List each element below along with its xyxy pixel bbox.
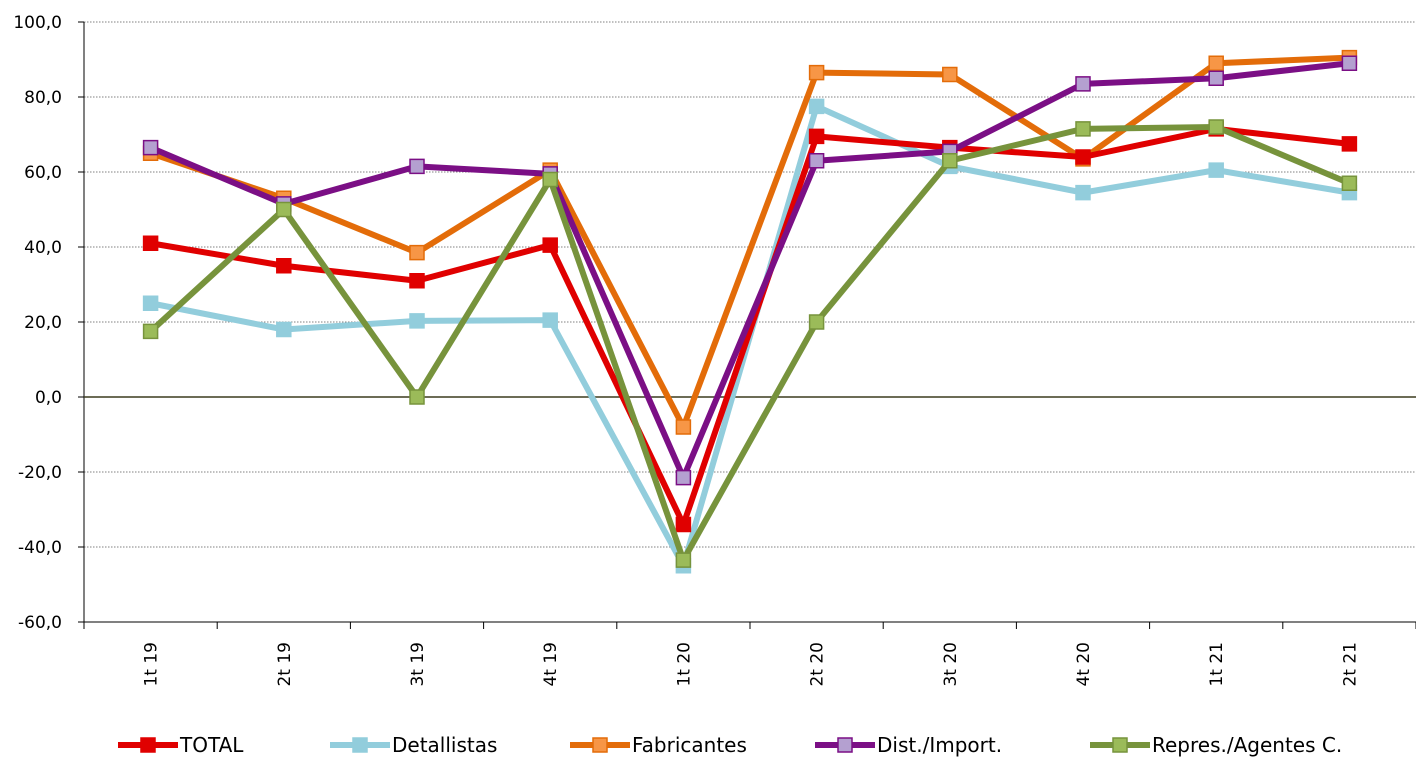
data-point <box>276 321 292 338</box>
legend-item: Detallistas <box>330 733 497 757</box>
data-point <box>542 171 558 188</box>
data-point <box>808 128 825 145</box>
x-tick-label: 4t 19 <box>541 642 561 687</box>
series-line <box>148 124 1351 564</box>
legend-marker <box>140 737 156 753</box>
data-point <box>1075 149 1091 165</box>
data-point <box>942 153 958 169</box>
data-point <box>1208 70 1224 86</box>
data-point <box>409 244 425 261</box>
y-tick-label: 60,0 <box>24 163 62 183</box>
data-point <box>942 66 958 83</box>
data-point <box>675 469 692 486</box>
data-point <box>1341 55 1358 71</box>
data-point <box>1341 136 1358 152</box>
data-point <box>1208 55 1224 71</box>
y-tick-label: 0,0 <box>35 388 62 408</box>
series-line <box>149 60 1350 481</box>
legend-label: Fabricantes <box>632 733 747 757</box>
y-tick-label: 20,0 <box>24 313 62 333</box>
legend-label: Repres./Agentes C. <box>1152 733 1342 757</box>
data-point <box>409 313 425 329</box>
legend-marker <box>837 737 853 753</box>
legend-item: Dist./Import. <box>815 733 1002 757</box>
data-point <box>1341 175 1358 191</box>
data-point <box>542 237 558 253</box>
data-point <box>1208 162 1224 178</box>
legend-item: Repres./Agentes C. <box>1090 733 1342 757</box>
data-point <box>542 312 558 328</box>
y-tick-label: 40,0 <box>24 238 62 258</box>
data-point <box>1075 76 1091 92</box>
data-point <box>409 273 425 289</box>
y-tick-label: 80,0 <box>24 88 62 108</box>
data-point <box>142 139 159 156</box>
y-tick-label: -40,0 <box>18 538 62 558</box>
y-tick-label: -60,0 <box>18 613 62 633</box>
x-tick-label: 2t 19 <box>275 642 295 687</box>
data-point <box>409 389 425 405</box>
x-tick-label: 1t 19 <box>142 642 162 687</box>
data-point <box>808 64 825 81</box>
legend-item: TOTAL <box>118 733 244 757</box>
legend-item: Fabricantes <box>570 733 747 757</box>
data-point <box>142 323 159 340</box>
data-point <box>276 258 292 274</box>
series-line <box>149 54 1350 430</box>
data-point <box>1075 184 1091 201</box>
series-dist-import <box>142 55 1358 486</box>
data-point <box>808 98 825 115</box>
data-point <box>808 153 825 169</box>
legend-label: TOTAL <box>179 733 244 757</box>
series-line <box>150 125 1350 528</box>
legend-marker <box>352 737 368 753</box>
series-repres-agentes-c <box>142 119 1358 568</box>
data-point <box>142 295 159 311</box>
x-tick-label: 3t 20 <box>941 642 961 687</box>
y-tick-label: -20,0 <box>18 463 62 483</box>
legend-marker <box>592 737 608 753</box>
series-fabricantes <box>142 49 1358 435</box>
x-tick-label: 2t 21 <box>1340 642 1360 687</box>
data-point <box>1208 119 1224 135</box>
data-point <box>675 516 692 533</box>
data-point <box>276 201 292 218</box>
data-point <box>1075 121 1091 137</box>
x-tick-label: 1t 21 <box>1207 642 1227 687</box>
data-point <box>409 158 425 175</box>
data-point <box>675 552 692 568</box>
gridlines <box>84 21 1416 548</box>
data-point <box>142 235 159 251</box>
x-tick-label: 1t 20 <box>674 642 694 687</box>
x-tick-label: 4t 20 <box>1074 642 1094 687</box>
legend-marker <box>1112 737 1128 753</box>
legend-label: Detallistas <box>392 733 497 757</box>
y-tick-label: 100,0 <box>13 13 62 33</box>
legend-label: Dist./Import. <box>877 733 1002 757</box>
x-tick-label: 2t 20 <box>808 642 828 687</box>
x-tick-label: 3t 19 <box>408 642 428 687</box>
data-point <box>675 419 692 435</box>
data-point <box>808 314 825 330</box>
